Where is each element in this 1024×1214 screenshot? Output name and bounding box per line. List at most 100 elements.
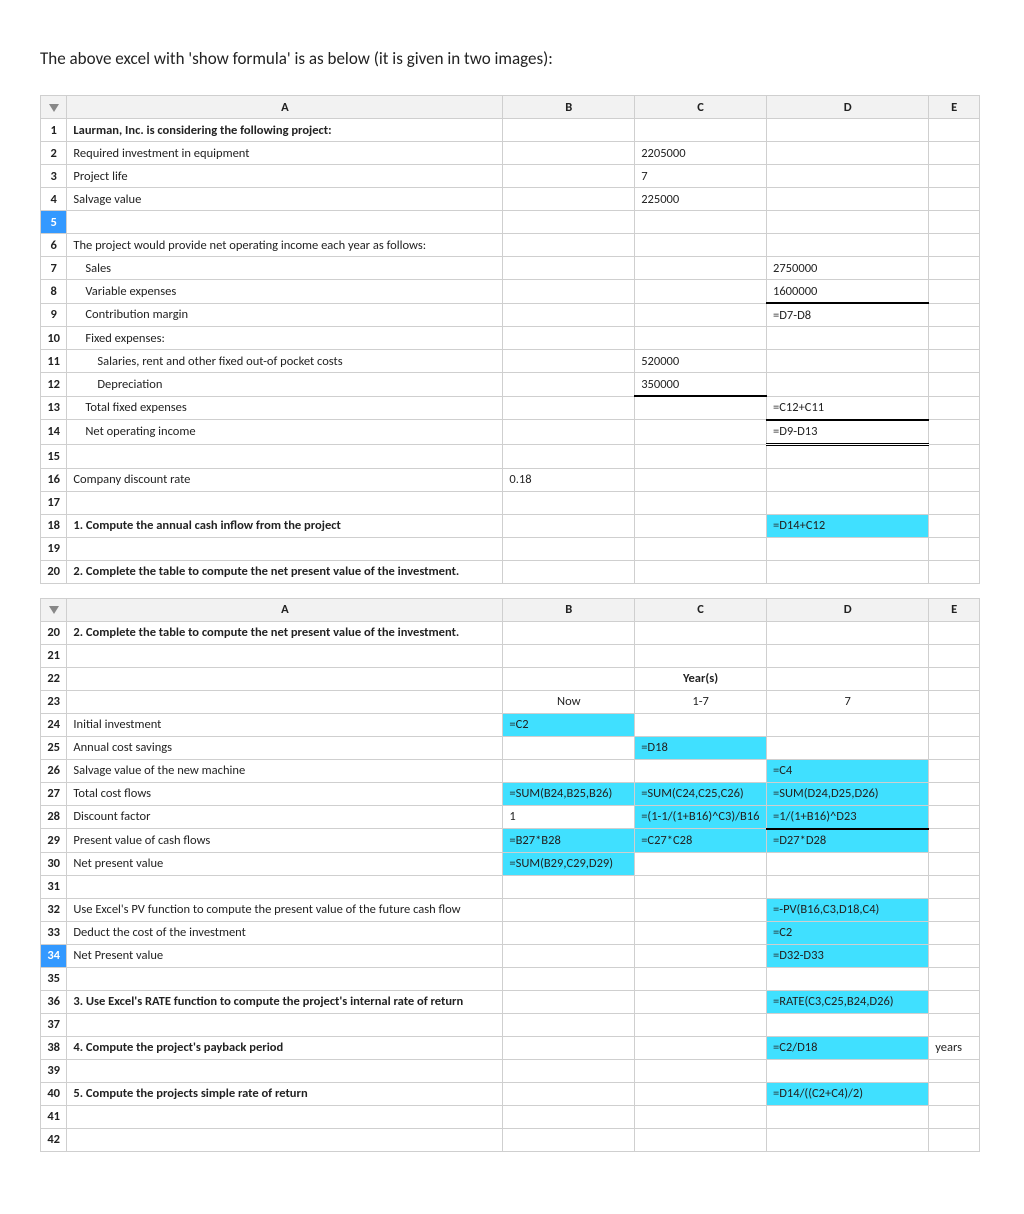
cell-d32[interactable]: =-PV(B16,C3,D18,C4) [767, 898, 929, 921]
row-header[interactable]: 13 [41, 396, 67, 420]
cell-e4[interactable] [929, 188, 980, 211]
cell-a25[interactable]: Annual cost savings [67, 736, 503, 759]
cell-d1[interactable] [767, 119, 929, 142]
cell-c5[interactable] [635, 211, 767, 234]
cell-e39[interactable] [929, 1059, 980, 1082]
cell-e27[interactable] [929, 782, 980, 805]
row-header[interactable]: 15 [41, 444, 67, 468]
cell-a32[interactable]: Use Excel's PV function to compute the p… [67, 898, 503, 921]
cell-b21[interactable] [503, 644, 635, 667]
cell-d40[interactable]: =D14/((C2+C4)/2) [767, 1082, 929, 1105]
cell-a20[interactable]: 2. Complete the table to compute the net… [67, 621, 503, 644]
cell-c39[interactable] [635, 1059, 767, 1082]
cell-e21[interactable] [929, 644, 980, 667]
cell-d37[interactable] [767, 1013, 929, 1036]
cell-c32[interactable] [635, 898, 767, 921]
cell-c20[interactable] [635, 621, 767, 644]
cell-c21[interactable] [635, 644, 767, 667]
cell-c25[interactable]: =D18 [635, 736, 767, 759]
cell-b12[interactable] [503, 373, 635, 397]
cell-c42[interactable] [635, 1128, 767, 1151]
cell-d15[interactable] [767, 444, 929, 468]
cell-d33[interactable]: =C2 [767, 921, 929, 944]
cell-c19[interactable] [635, 537, 767, 560]
row-header[interactable]: 22 [41, 667, 67, 690]
row-header[interactable]: 7 [41, 257, 67, 280]
cell-d8[interactable]: 1600000 [767, 280, 929, 304]
cell-c24[interactable] [635, 713, 767, 736]
cell-b22[interactable] [503, 667, 635, 690]
cell-d27[interactable]: =SUM(D24,D25,D26) [767, 782, 929, 805]
row-header[interactable]: 6 [41, 234, 67, 257]
row-header[interactable]: 25 [41, 736, 67, 759]
cell-d31[interactable] [767, 875, 929, 898]
cell-c8[interactable] [635, 280, 767, 304]
cell-b16[interactable]: 0.18 [503, 468, 635, 491]
col-header-a[interactable]: A [67, 598, 503, 621]
cell-a16[interactable]: Company discount rate [67, 468, 503, 491]
cell-a34[interactable]: Net Present value [67, 944, 503, 967]
cell-c7[interactable] [635, 257, 767, 280]
cell-d18[interactable]: =D14+C12 [767, 514, 929, 537]
cell-a18[interactable]: 1. Compute the annual cash inflow from t… [67, 514, 503, 537]
row-header[interactable]: 28 [41, 805, 67, 829]
cell-a12[interactable]: Depreciation [67, 373, 503, 397]
cell-c14[interactable] [635, 420, 767, 445]
cell-e10[interactable] [929, 327, 980, 350]
row-header[interactable]: 1 [41, 119, 67, 142]
row-header[interactable]: 5 [41, 211, 67, 234]
cell-b19[interactable] [503, 537, 635, 560]
cell-d36[interactable]: =RATE(C3,C25,B24,D26) [767, 990, 929, 1013]
cell-c41[interactable] [635, 1105, 767, 1128]
col-header-d[interactable]: D [767, 96, 929, 119]
row-header[interactable]: 4 [41, 188, 67, 211]
cell-c20[interactable] [635, 560, 767, 583]
row-header[interactable]: 23 [41, 690, 67, 713]
row-header[interactable]: 20 [41, 621, 67, 644]
cell-d38[interactable]: =C2/D18 [767, 1036, 929, 1059]
cell-b35[interactable] [503, 967, 635, 990]
cell-d39[interactable] [767, 1059, 929, 1082]
cell-e24[interactable] [929, 713, 980, 736]
row-header[interactable]: 3 [41, 165, 67, 188]
cell-b11[interactable] [503, 350, 635, 373]
cell-e30[interactable] [929, 852, 980, 875]
cell-d24[interactable] [767, 713, 929, 736]
cell-a38[interactable]: 4. Compute the project's payback period [67, 1036, 503, 1059]
row-header[interactable]: 35 [41, 967, 67, 990]
cell-e14[interactable] [929, 420, 980, 445]
cell-d35[interactable] [767, 967, 929, 990]
cell-c38[interactable] [635, 1036, 767, 1059]
cell-a5[interactable] [67, 211, 503, 234]
cell-e2[interactable] [929, 142, 980, 165]
row-header[interactable]: 31 [41, 875, 67, 898]
cell-c23[interactable]: 1-7 [635, 690, 767, 713]
cell-b23[interactable]: Now [503, 690, 635, 713]
cell-e23[interactable] [929, 690, 980, 713]
row-header[interactable]: 26 [41, 759, 67, 782]
cell-c35[interactable] [635, 967, 767, 990]
cell-d17[interactable] [767, 491, 929, 514]
cell-d22[interactable] [767, 667, 929, 690]
col-header-e[interactable]: E [929, 598, 980, 621]
cell-a19[interactable] [67, 537, 503, 560]
cell-e36[interactable] [929, 990, 980, 1013]
cell-b13[interactable] [503, 396, 635, 420]
cell-b33[interactable] [503, 921, 635, 944]
cell-a33[interactable]: Deduct the cost of the investment [67, 921, 503, 944]
cell-c33[interactable] [635, 921, 767, 944]
cell-b8[interactable] [503, 280, 635, 304]
cell-c10[interactable] [635, 327, 767, 350]
cell-a42[interactable] [67, 1128, 503, 1151]
cell-d13[interactable]: =C12+C11 [767, 396, 929, 420]
cell-e1[interactable] [929, 119, 980, 142]
cell-a40[interactable]: 5. Compute the projects simple rate of r… [67, 1082, 503, 1105]
cell-d25[interactable] [767, 736, 929, 759]
cell-b29[interactable]: =B27*B28 [503, 829, 635, 853]
cell-e5[interactable] [929, 211, 980, 234]
cell-b18[interactable] [503, 514, 635, 537]
cell-e6[interactable] [929, 234, 980, 257]
col-header-b[interactable]: B [503, 598, 635, 621]
cell-d7[interactable]: 2750000 [767, 257, 929, 280]
cell-a30[interactable]: Net present value [67, 852, 503, 875]
